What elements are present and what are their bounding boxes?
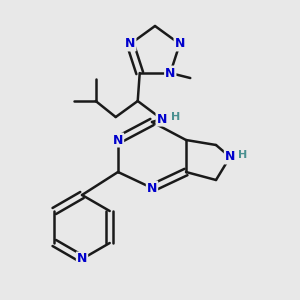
Text: N: N <box>157 112 167 125</box>
Text: H: H <box>238 150 247 160</box>
Text: N: N <box>113 134 123 146</box>
Text: N: N <box>165 67 175 80</box>
Text: N: N <box>125 38 136 50</box>
Text: N: N <box>77 253 87 266</box>
Text: N: N <box>225 151 235 164</box>
Text: N: N <box>175 38 185 50</box>
Text: H: H <box>171 112 180 122</box>
Text: N: N <box>147 182 157 194</box>
